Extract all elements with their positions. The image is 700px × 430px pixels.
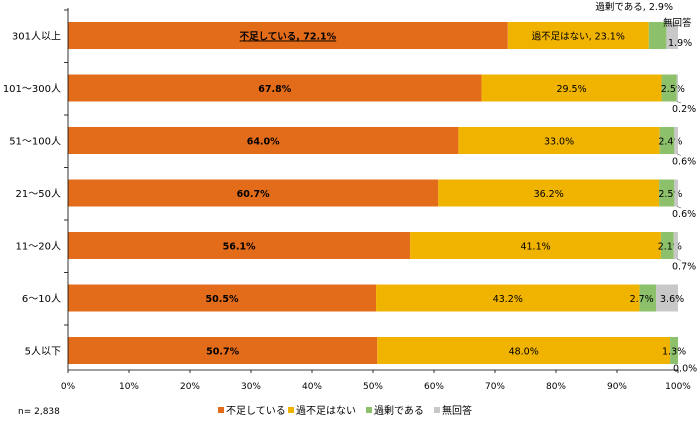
data-label: 0.0% [673,364,697,375]
bar-segment [661,74,677,102]
data-label: 60.7% [237,189,270,200]
legend-swatch [288,407,294,413]
x-tick-label: 60% [424,382,444,392]
x-tick-label: 40% [302,382,322,392]
x-tick-label: 50% [363,382,383,392]
data-label: 0.2% [672,104,696,115]
data-label: 33.0% [544,137,574,148]
category-label: 101～300人 [3,83,61,95]
x-tick-label: 10% [119,382,139,392]
bar-segment [68,284,377,312]
bar-segment [648,22,667,49]
category-label: 11～20人 [16,241,61,253]
bar-segment [656,284,678,312]
bar-segment [670,337,678,364]
leader-line [676,206,682,209]
data-label: 2.4% [658,137,682,148]
data-label: 過剰である, 2.9% [595,1,673,13]
bar-segment [68,232,411,259]
data-label: 0.6% [672,209,696,220]
category-label: 5人以下 [25,346,61,358]
x-tick-label: 80% [546,382,566,392]
x-tick-label: 70% [485,382,505,392]
data-label: 0.7% [672,262,696,273]
bar-segment [458,127,660,154]
x-tick-label: 30% [241,382,261,392]
bar-segment [659,127,675,154]
data-label: 64.0% [247,137,280,148]
data-label: 50.7% [206,347,239,358]
bar-segment [376,284,640,312]
data-label: 67.8% [258,84,291,95]
legend-swatch [434,407,440,413]
data-label: 3.6% [660,294,684,305]
bar-segment [68,22,508,49]
data-label: 不足している, 72.1% [240,32,337,43]
data-label: 43.2% [493,294,523,305]
data-label: 2.5% [661,84,685,95]
bar-segment [438,179,660,207]
data-label: 48.0% [509,347,539,358]
category-label: 6～10人 [22,293,61,305]
data-label: 2.7% [630,294,654,305]
x-tick-label: 90% [607,382,627,392]
bar-segment [639,284,657,312]
legend-label: 不足している [226,405,286,417]
legend-label: 無回答 [442,404,472,417]
bar-segment [674,179,678,207]
data-label: 2.1% [658,242,682,253]
legend-swatch [366,407,372,413]
bar-segment [377,337,671,364]
category-label: 21～50人 [16,188,61,200]
category-label: 301人以上 [12,31,61,43]
data-label: 41.1% [520,242,550,253]
plot-area: 301人以上 不足している, 72.1% 過不足はない, 23.1% 過剰である, 2… [3,1,697,375]
bar-segment [481,74,662,102]
data-label: 過不足はない, 23.1% [532,31,625,43]
bar-segment [676,74,678,102]
legend-swatch [218,407,224,413]
x-tick-label: 100% [665,382,691,392]
x-tick-label: 20% [180,382,200,392]
bar-segment [673,232,678,259]
bar-segment [68,74,482,102]
data-label: 無回答 [663,17,692,29]
legend-label: 過不足はない [296,405,356,417]
data-label: 56.1% [223,242,256,253]
legend: 不足している 過不足はない 過剰である 無回答 [218,404,472,417]
x-axis: 0% 10% 20% 30% 40% 50% 60% 70% 80% 90% 100% [61,8,691,392]
legend-label: 過剰である [374,405,424,417]
data-label: 2.5% [658,189,682,200]
bar-segment [674,127,678,154]
bar-segment [666,22,678,49]
bar-segment [68,337,378,364]
x-tick-label: 0% [61,382,76,392]
data-label: 36.2% [534,189,564,200]
data-label: 1.3% [662,347,686,358]
bar-segment [507,22,649,49]
bar-segment [659,179,675,207]
leader-line [676,153,682,156]
bar-segment [410,232,661,259]
sample-size-note: n= 2,838 [18,407,60,417]
data-label: 0.6% [672,157,696,168]
data-label: 50.5% [206,294,239,305]
leader-line [676,101,682,104]
data-label: 1.9% [668,38,692,49]
category-label: 51～100人 [9,136,61,148]
bar-segment [68,127,459,154]
bar-segment [68,179,439,207]
bar-segment [660,232,674,259]
data-label: 29.5% [556,84,586,95]
leader-line [676,258,682,261]
